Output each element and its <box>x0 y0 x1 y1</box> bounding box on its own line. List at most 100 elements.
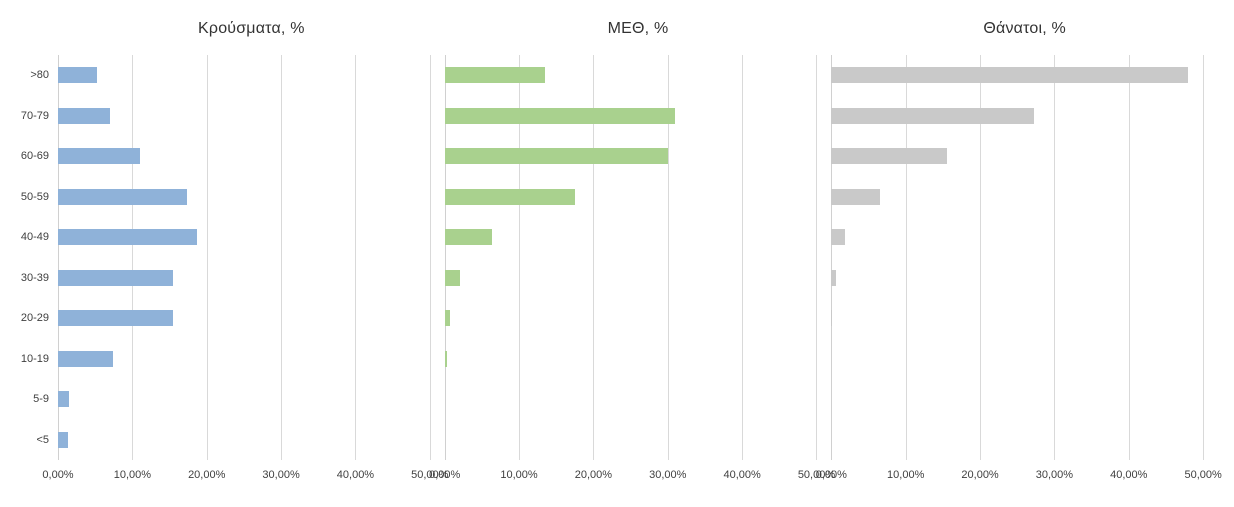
bar <box>444 188 575 205</box>
bar-row-40-49 <box>58 217 445 258</box>
bar-row->80 <box>831 55 1218 96</box>
x-tick-label: 20,00% <box>574 469 613 481</box>
x-tick-label: 0,00% <box>429 469 461 481</box>
x-tick-label: 50,00% <box>411 469 449 481</box>
bar-row->80 <box>444 55 832 96</box>
category-label: 60-69 <box>20 150 49 163</box>
x-axis: 0,00% 10,00% 20,00% 30,00% 40,00% 50,00% <box>816 460 1222 490</box>
bar-row->80 <box>58 55 445 96</box>
bar-row-5-9 <box>831 379 1218 420</box>
category-label: 70-79 <box>20 109 49 122</box>
bar <box>444 269 460 286</box>
bar <box>58 350 114 367</box>
x-tick-label: 20,00% <box>961 469 999 481</box>
plot-area <box>831 55 1218 460</box>
bar-row-30-39 <box>831 258 1218 299</box>
bar <box>444 67 546 84</box>
gridline <box>667 55 669 460</box>
chart-deaths: Θάνατοι, % 0,00% 10,00% 20,00% 30,00% 40,00%… <box>816 10 1222 497</box>
bar <box>58 310 173 327</box>
category-label: <5 <box>36 433 49 446</box>
chart-title: Θάνατοι, % <box>983 20 1066 37</box>
bar-row-<5 <box>58 420 445 461</box>
bar <box>58 107 111 124</box>
x-tick-label: 40,00% <box>336 469 375 481</box>
chart-cases: Κρούσματα, % 0,00% 10,00% 20,00% 30,00% 40,0… <box>42 10 449 497</box>
x-tick-label: 0,00% <box>815 469 847 481</box>
gridline <box>980 55 982 460</box>
bar-row-50-59 <box>444 177 832 218</box>
bar-row-40-49 <box>831 217 1218 258</box>
x-tick-label: 30,00% <box>262 469 300 481</box>
bar-row-20-29 <box>831 298 1218 339</box>
bar <box>444 229 493 246</box>
bar-row-10-19 <box>444 339 832 380</box>
axis-line <box>58 55 59 460</box>
gridline <box>519 55 521 460</box>
x-tick-label: 10,00% <box>887 469 925 481</box>
bar <box>58 431 69 448</box>
bar-row-10-19 <box>831 339 1218 380</box>
gridline <box>1128 55 1130 460</box>
bar-rows <box>444 55 832 461</box>
category-label: 30-39 <box>20 271 49 284</box>
bar-row-30-39 <box>444 258 832 299</box>
gridline <box>1054 55 1056 460</box>
bar-row-60-69 <box>831 136 1218 177</box>
bar-row-20-29 <box>58 298 445 339</box>
bar <box>58 67 98 84</box>
bar-row-40-49 <box>444 217 832 258</box>
x-axis: 0,00% 10,00% 20,00% 30,00% 40,00% 50,00% <box>429 460 836 490</box>
category-label: 40-49 <box>20 231 49 244</box>
bar <box>831 310 833 327</box>
x-tick-label: 20,00% <box>188 469 226 481</box>
bar-row-70-79 <box>444 96 832 137</box>
chart-title: Κρούσματα, % <box>198 20 305 37</box>
category-label: 10-19 <box>20 352 49 365</box>
plot-area <box>444 55 832 461</box>
bar <box>58 148 140 165</box>
bar <box>58 269 174 286</box>
gridline <box>132 55 134 460</box>
gridline <box>905 55 907 460</box>
chart-title: ΜΕΘ, % <box>607 20 669 37</box>
bar <box>58 229 198 246</box>
category-label: 5-9 <box>33 393 49 406</box>
axis-line <box>444 55 446 460</box>
bar <box>444 310 450 327</box>
x-tick-label: 50,00% <box>797 469 836 481</box>
bar-row-60-69 <box>444 136 832 177</box>
bar <box>58 188 188 205</box>
x-tick-label: 0,00% <box>42 469 74 481</box>
bar-row-70-79 <box>58 96 445 137</box>
gridline <box>593 55 595 460</box>
gridline <box>206 55 208 460</box>
bar <box>444 148 668 165</box>
gridline <box>429 55 431 460</box>
category-label: 50-59 <box>20 190 49 203</box>
x-tick-label: 10,00% <box>500 469 538 481</box>
bar-row-50-59 <box>831 177 1218 218</box>
bar-row-<5 <box>831 420 1218 461</box>
gridline <box>355 55 357 460</box>
x-tick-label: 40,00% <box>723 469 761 481</box>
bar-row-5-9 <box>58 379 445 420</box>
x-tick-label: 50,00% <box>1184 469 1222 481</box>
x-tick-label: 30,00% <box>1035 469 1074 481</box>
bar-row-<5 <box>445 420 832 461</box>
category-label: 20-29 <box>20 312 49 325</box>
bar <box>831 269 836 286</box>
bar <box>444 350 447 367</box>
bar <box>58 391 70 408</box>
plot-area <box>58 55 445 460</box>
bar <box>831 148 948 165</box>
chart-icu: ΜΕΘ, % 0,00% 10,00% 20,00% 30,00% 40,00% 50,0… <box>429 10 836 497</box>
bar-row-20-29 <box>444 298 832 339</box>
bar-row-50-59 <box>58 177 445 218</box>
bar <box>831 107 1035 124</box>
gridline <box>1203 55 1205 460</box>
gridline <box>742 55 744 460</box>
bar-row-70-79 <box>831 96 1218 137</box>
bar <box>831 67 1189 84</box>
